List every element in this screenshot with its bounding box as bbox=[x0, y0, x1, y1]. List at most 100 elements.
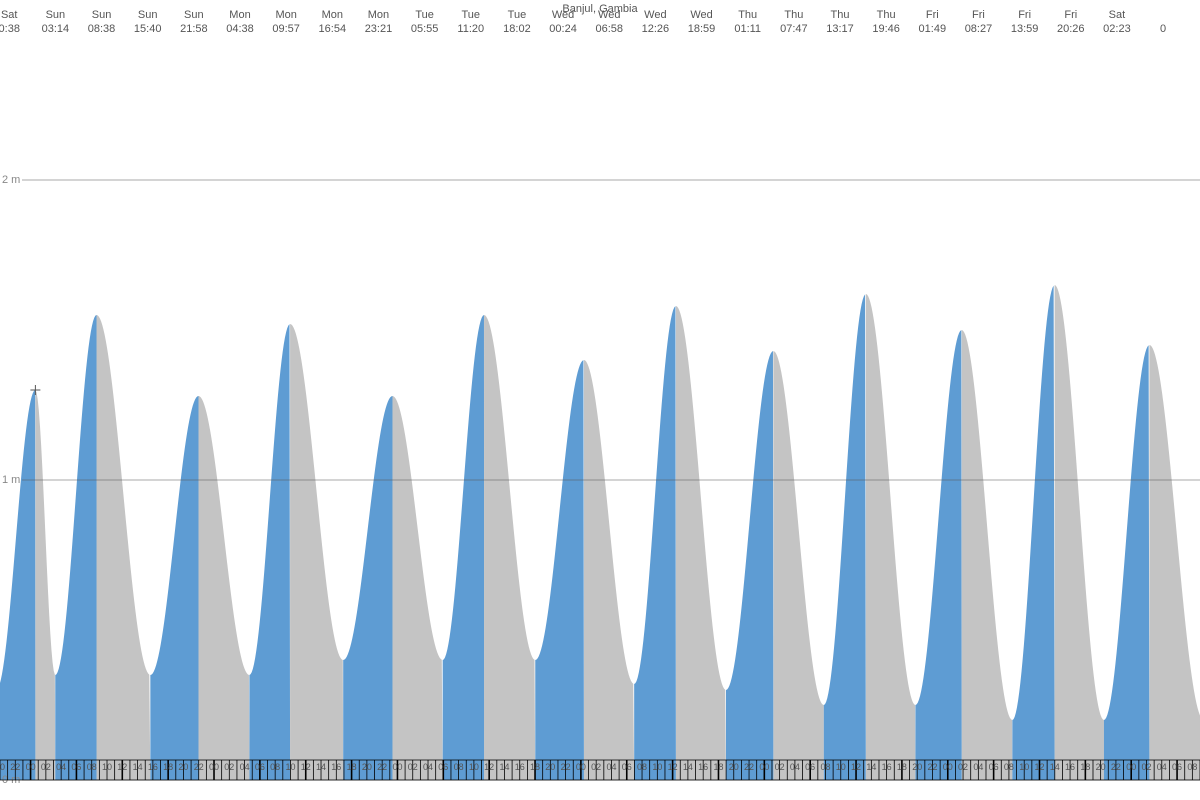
x-hour-label: 16 bbox=[882, 762, 892, 772]
top-label-day: Tue bbox=[415, 9, 434, 21]
x-hour-label: 08 bbox=[454, 762, 464, 772]
top-label-day: Sat bbox=[1, 9, 18, 21]
y-axis-label: 1 m bbox=[2, 474, 20, 486]
x-hour-label: 00 bbox=[392, 762, 402, 772]
x-hour-label: 22 bbox=[744, 762, 754, 772]
top-label-day: Mon bbox=[322, 9, 343, 21]
x-hour-label: 14 bbox=[316, 762, 326, 772]
top-label-day: Sun bbox=[138, 9, 158, 21]
x-hour-label: 18 bbox=[530, 762, 540, 772]
x-hour-label: 18 bbox=[1080, 762, 1090, 772]
top-label-time: 20:26 bbox=[1057, 23, 1085, 35]
x-hour-label: 08 bbox=[87, 762, 97, 772]
x-hour-label: 14 bbox=[683, 762, 693, 772]
top-label-time: 16:54 bbox=[319, 23, 347, 35]
top-label-day: Fri bbox=[1064, 9, 1077, 21]
top-label-day: Fri bbox=[1018, 9, 1031, 21]
top-label-time: 18:59 bbox=[688, 23, 716, 35]
top-label-day: Wed bbox=[690, 9, 712, 21]
top-label-day: Fri bbox=[926, 9, 939, 21]
x-hour-label: 06 bbox=[438, 762, 448, 772]
top-label-time: 00:24 bbox=[549, 23, 577, 35]
x-hour-label: 10 bbox=[285, 762, 295, 772]
x-hour-label: 06 bbox=[805, 762, 815, 772]
x-hour-label: 08 bbox=[270, 762, 280, 772]
x-hour-label: 22 bbox=[561, 762, 571, 772]
x-hour-label: 08 bbox=[820, 762, 830, 772]
x-hour-label: 16 bbox=[515, 762, 525, 772]
x-hour-label: 16 bbox=[331, 762, 341, 772]
x-hour-label: 00 bbox=[26, 762, 36, 772]
top-label-time: 02:23 bbox=[1103, 23, 1131, 35]
x-hour-label: 18 bbox=[163, 762, 173, 772]
x-hour-label: 14 bbox=[1050, 762, 1060, 772]
x-hour-label: 06 bbox=[1172, 762, 1182, 772]
x-hour-label: 14 bbox=[499, 762, 509, 772]
top-label-time: 07:47 bbox=[780, 23, 808, 35]
top-label-time: 15:40 bbox=[134, 23, 162, 35]
x-hour-label: 08 bbox=[1187, 762, 1197, 772]
x-hour-label: 14 bbox=[866, 762, 876, 772]
x-hour-label: 10 bbox=[102, 762, 112, 772]
x-hour-label: 18 bbox=[897, 762, 907, 772]
x-hour-label: 02 bbox=[408, 762, 418, 772]
x-hour-label: 18 bbox=[713, 762, 723, 772]
x-hour-label: 10 bbox=[652, 762, 662, 772]
x-hour-label: 12 bbox=[1034, 762, 1044, 772]
x-hour-label: 02 bbox=[224, 762, 234, 772]
x-hour-label: 04 bbox=[973, 762, 983, 772]
top-label-time: 0:38 bbox=[0, 23, 20, 35]
top-label-time: 21:58 bbox=[180, 23, 208, 35]
x-hour-label: 06 bbox=[622, 762, 632, 772]
top-label-time: 09:57 bbox=[272, 23, 300, 35]
x-hour-label: 10 bbox=[1019, 762, 1029, 772]
x-hour-label: 20 bbox=[912, 762, 922, 772]
top-label-day: Wed bbox=[644, 9, 666, 21]
y-axis-label: 2 m bbox=[2, 174, 20, 186]
x-hour-label: 10 bbox=[469, 762, 479, 772]
x-hour-label: 02 bbox=[591, 762, 601, 772]
top-label-time: 13:59 bbox=[1011, 23, 1039, 35]
top-label-day: Thu bbox=[738, 9, 757, 21]
top-label-day: Thu bbox=[831, 9, 850, 21]
top-label-time: 01:49 bbox=[919, 23, 947, 35]
x-hour-label: 02 bbox=[1141, 762, 1151, 772]
x-hour-label: 22 bbox=[194, 762, 204, 772]
x-hour-label: 00 bbox=[943, 762, 953, 772]
top-label-day: Tue bbox=[461, 9, 480, 21]
x-hour-label: 08 bbox=[1004, 762, 1014, 772]
x-hour-label: 16 bbox=[698, 762, 708, 772]
x-hour-label: 06 bbox=[989, 762, 999, 772]
top-label-time: 19:46 bbox=[872, 23, 900, 35]
x-hour-label: 12 bbox=[301, 762, 311, 772]
x-hour-label: 04 bbox=[790, 762, 800, 772]
top-label-day: Sat bbox=[1109, 9, 1126, 21]
x-hour-label: 02 bbox=[41, 762, 51, 772]
x-hour-label: 06 bbox=[71, 762, 81, 772]
x-hour-label: 12 bbox=[668, 762, 678, 772]
x-hour-label: 00 bbox=[209, 762, 219, 772]
top-label-day: Sun bbox=[92, 9, 112, 21]
x-hour-label: 00 bbox=[576, 762, 586, 772]
x-hour-label: 08 bbox=[637, 762, 647, 772]
tide-chart: 0 m1 m2 mBanjul, GambiaSat0:38Sun03:14Su… bbox=[0, 0, 1200, 800]
top-label-day: Mon bbox=[229, 9, 250, 21]
x-hour-label: 20 bbox=[362, 762, 372, 772]
x-hour-label: 12 bbox=[117, 762, 127, 772]
x-hour-label: 04 bbox=[240, 762, 250, 772]
x-hour-label: 14 bbox=[133, 762, 143, 772]
top-label-day: Tue bbox=[508, 9, 527, 21]
x-hour-label: 20 bbox=[729, 762, 739, 772]
top-label-time: 04:38 bbox=[226, 23, 254, 35]
x-hour-label: 22 bbox=[377, 762, 387, 772]
top-label-time: 11:20 bbox=[457, 23, 484, 35]
x-hour-label: 20 bbox=[0, 762, 5, 772]
x-hour-label: 18 bbox=[347, 762, 357, 772]
top-label-time: 23:21 bbox=[365, 23, 393, 35]
top-label-day: Wed bbox=[598, 9, 620, 21]
x-hour-label: 22 bbox=[10, 762, 20, 772]
top-label-day: Fri bbox=[972, 9, 985, 21]
x-hour-label: 16 bbox=[1065, 762, 1075, 772]
x-hour-label: 04 bbox=[1157, 762, 1167, 772]
top-label-time: 0 bbox=[1160, 23, 1166, 35]
